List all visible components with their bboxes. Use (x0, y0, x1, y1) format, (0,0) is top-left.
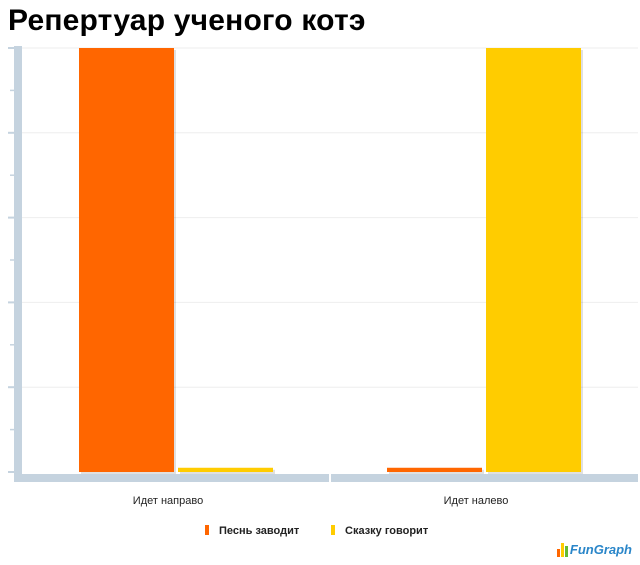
brand-text: FunGraph (569, 542, 632, 557)
chart-title: Репертуар ученого котэ (8, 4, 366, 37)
bar (178, 467, 273, 472)
axes (8, 46, 638, 482)
category-labels: Идет направо Идет налево (133, 495, 509, 507)
legend: Песнь заводит Сказку говорит (205, 525, 429, 537)
bar-chart-logo-icon (556, 543, 568, 557)
x-tick-label: Идет направо (133, 495, 203, 507)
legend-label: Сказку говорит (345, 525, 429, 537)
legend-swatch (205, 525, 209, 535)
bar (79, 48, 174, 472)
x-axis (14, 474, 638, 482)
fungraph-logo: FunGraph (556, 542, 632, 557)
bar (387, 467, 482, 472)
legend-label: Песнь заводит (219, 525, 300, 537)
y-axis (14, 46, 22, 478)
x-tick-label: Идет налево (444, 495, 509, 507)
bars (79, 48, 583, 474)
bar (486, 48, 581, 472)
legend-swatch (331, 525, 335, 535)
